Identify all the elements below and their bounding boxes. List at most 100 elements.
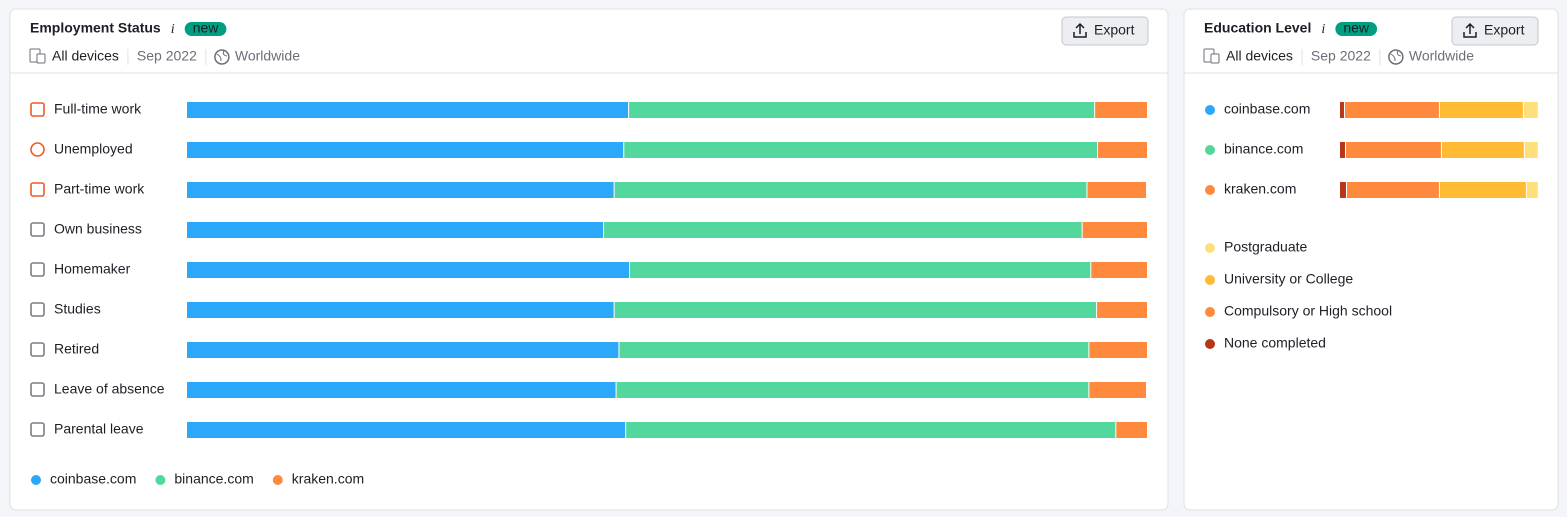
legend-dot [1205,243,1215,253]
globe-icon [1390,50,1401,62]
category-icon [30,262,45,277]
bar-segment [614,182,1087,198]
bar-segment [1441,142,1524,158]
bar-segment [604,222,1082,238]
category-label: Retired [54,341,99,357]
bar-segment [624,142,1098,158]
filter: Sep 2022 [137,48,197,64]
education-panel [1183,8,1559,511]
legend-dot [155,475,166,485]
category-icon [30,302,45,317]
category-label: Full-time work [54,101,142,117]
export-icon [1073,22,1087,38]
bar-segment [1089,342,1147,358]
globe-icon [216,50,227,62]
bar-segment [1524,142,1538,158]
bar-segment [187,342,619,358]
info-icon: i [1321,22,1325,37]
bar-segment [1082,222,1147,238]
bar-segment [1087,182,1147,198]
info-icon: i [171,22,175,37]
filter: All devices [1226,48,1293,64]
bar-segment [1116,422,1147,438]
bar-segment [187,262,630,278]
bar-segment [630,262,1091,278]
site-dot [1205,145,1215,155]
legend-label: coinbase.com [50,471,136,487]
category-label: kraken.com [1224,181,1296,197]
bar-segment [187,102,629,118]
export-button[interactable]: Export [1451,16,1539,46]
category-label: Unemployed [54,141,133,157]
filter: Worldwide [235,48,300,64]
category-label: Studies [54,301,101,317]
category-label: Own business [54,221,142,237]
category-icon [30,182,45,197]
category-icon [30,382,45,397]
bar-segment [1344,102,1439,118]
legend-dot [1205,339,1215,349]
category-label: Parental leave [54,421,144,437]
bar-segment [1346,182,1439,198]
button-frame [1061,16,1149,46]
bar-segment [619,342,1089,358]
button-label: Export [1094,22,1135,38]
filter: Sep 2022 [1311,48,1371,64]
badge-text: new [1343,20,1370,36]
bar-segment [1439,182,1526,198]
bar-segment [616,382,1089,398]
globe-icon [1388,49,1404,65]
bar-segment [1523,102,1538,118]
legend-label: Postgraduate [1224,239,1307,255]
export-icon [1463,22,1477,38]
bar-segment [1439,102,1523,118]
category-icon [30,142,45,157]
bar-segment [1340,102,1344,118]
bar-segment [1091,262,1147,278]
category-label: coinbase.com [1224,101,1310,117]
category-label: binance.com [1224,141,1303,157]
filter: All devices [52,48,119,64]
bar-segment [1340,142,1345,158]
bar-segment [629,102,1095,118]
filter: Worldwide [1409,48,1474,64]
legend-dot [31,475,41,485]
category-label: Leave of absence [54,381,165,397]
button-label: Export [1484,22,1525,38]
badge [1335,22,1378,36]
bar-segment [1089,382,1147,398]
device-icon [1210,53,1220,64]
legend-label: Compulsory or High school [1224,303,1392,319]
category-label: Part-time work [54,181,145,197]
bar-segment [1098,142,1147,158]
bar-segment [1340,182,1346,198]
legend-dot [1205,307,1215,317]
bar-segment [614,302,1097,318]
legend-label: None completed [1224,335,1326,351]
badge-text: new [193,20,220,36]
bar-segment [187,382,616,398]
bar-segment [1095,102,1147,118]
bar-segment [187,182,614,198]
legend-label: University or College [1224,271,1353,287]
export-button[interactable]: Export [1061,16,1149,46]
legend-label: kraken.com [292,471,364,487]
device-icon [36,53,46,64]
legend-label: binance.com [174,471,253,487]
bar-segment [187,142,624,158]
bar-segment [626,422,1116,438]
bar-segment [187,222,604,238]
button-frame [1451,16,1539,46]
panel-title: Education Level [1204,20,1311,36]
site-dot [1205,185,1215,195]
category-icon [30,102,45,117]
bar-segment [1526,182,1538,198]
category-icon [30,342,45,357]
site-dot [1205,105,1215,115]
badge [184,22,227,36]
globe-icon [214,49,230,65]
category-label: Homemaker [54,261,131,277]
bar-segment [187,302,614,318]
bar-segment [187,422,626,438]
